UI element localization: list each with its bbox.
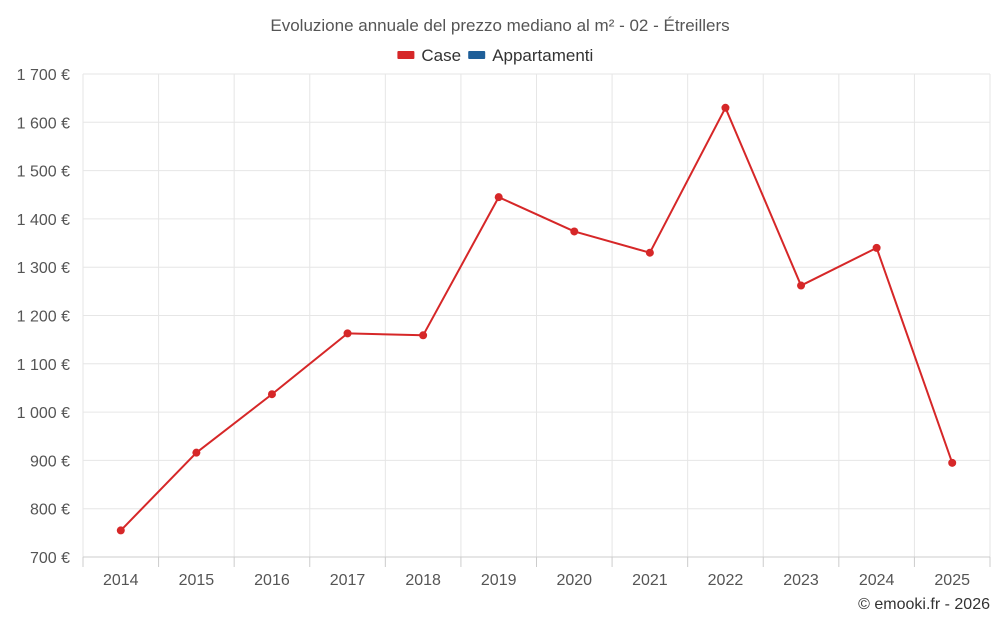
x-tick-label: 2019: [481, 572, 517, 589]
data-point: [343, 329, 352, 338]
credit-text: © emooki.fr - 2026: [858, 596, 990, 613]
data-point: [721, 103, 730, 112]
x-tick-label: 2025: [934, 572, 970, 589]
x-tick-label: 2014: [103, 572, 139, 589]
data-point: [192, 448, 201, 457]
y-tick-label: 1 400 €: [17, 212, 70, 229]
x-tick-label: 2018: [405, 572, 441, 589]
legend-swatch: [468, 51, 486, 59]
y-tick-label: 1 700 €: [17, 67, 70, 84]
x-tick-label: 2023: [783, 572, 819, 589]
legend-swatch: [397, 51, 415, 59]
data-point: [116, 526, 125, 535]
legend: Case Appartamenti: [397, 46, 593, 65]
x-tick-label: 2017: [330, 572, 366, 589]
x-tick-label: 2021: [632, 572, 668, 589]
data-point: [267, 390, 276, 399]
legend-label: Appartamenti: [492, 46, 593, 65]
x-tick-label: 2020: [556, 572, 592, 589]
y-tick-label: 900 €: [30, 453, 70, 470]
data-point: [419, 331, 428, 340]
y-axis: 700 € 800 € 900 € 1 000 € 1 100 € 1 200 € 1 30…: [17, 67, 70, 567]
x-tick-label: 2015: [179, 572, 215, 589]
series-line-case: [120, 106, 954, 532]
chart-title: Evoluzione annuale del prezzo mediano al…: [270, 16, 729, 35]
x-tick-label: 2016: [254, 572, 290, 589]
grid: [82, 73, 991, 557]
y-tick-label: 1 600 €: [17, 115, 70, 132]
legend-label: Case: [421, 46, 461, 65]
y-tick-label: 1 000 €: [17, 405, 70, 422]
data-point: [872, 243, 881, 252]
x-tick-label: 2022: [708, 572, 744, 589]
y-tick-label: 1 200 €: [17, 309, 70, 326]
y-tick-label: 800 €: [30, 502, 70, 519]
y-tick-label: 1 300 €: [17, 260, 70, 277]
data-point: [948, 458, 957, 467]
x-axis: 2014 2015 2016 2017 2018 2019 2020 2021 2022 2023…: [82, 556, 991, 589]
series-layer: [116, 103, 957, 535]
y-tick-label: 1 100 €: [17, 357, 70, 374]
data-point: [570, 227, 579, 236]
data-point: [797, 281, 806, 290]
data-point: [494, 193, 503, 202]
y-tick-label: 700 €: [30, 550, 70, 567]
x-tick-label: 2024: [859, 572, 895, 589]
y-tick-label: 1 500 €: [17, 164, 70, 181]
data-point: [645, 248, 654, 257]
